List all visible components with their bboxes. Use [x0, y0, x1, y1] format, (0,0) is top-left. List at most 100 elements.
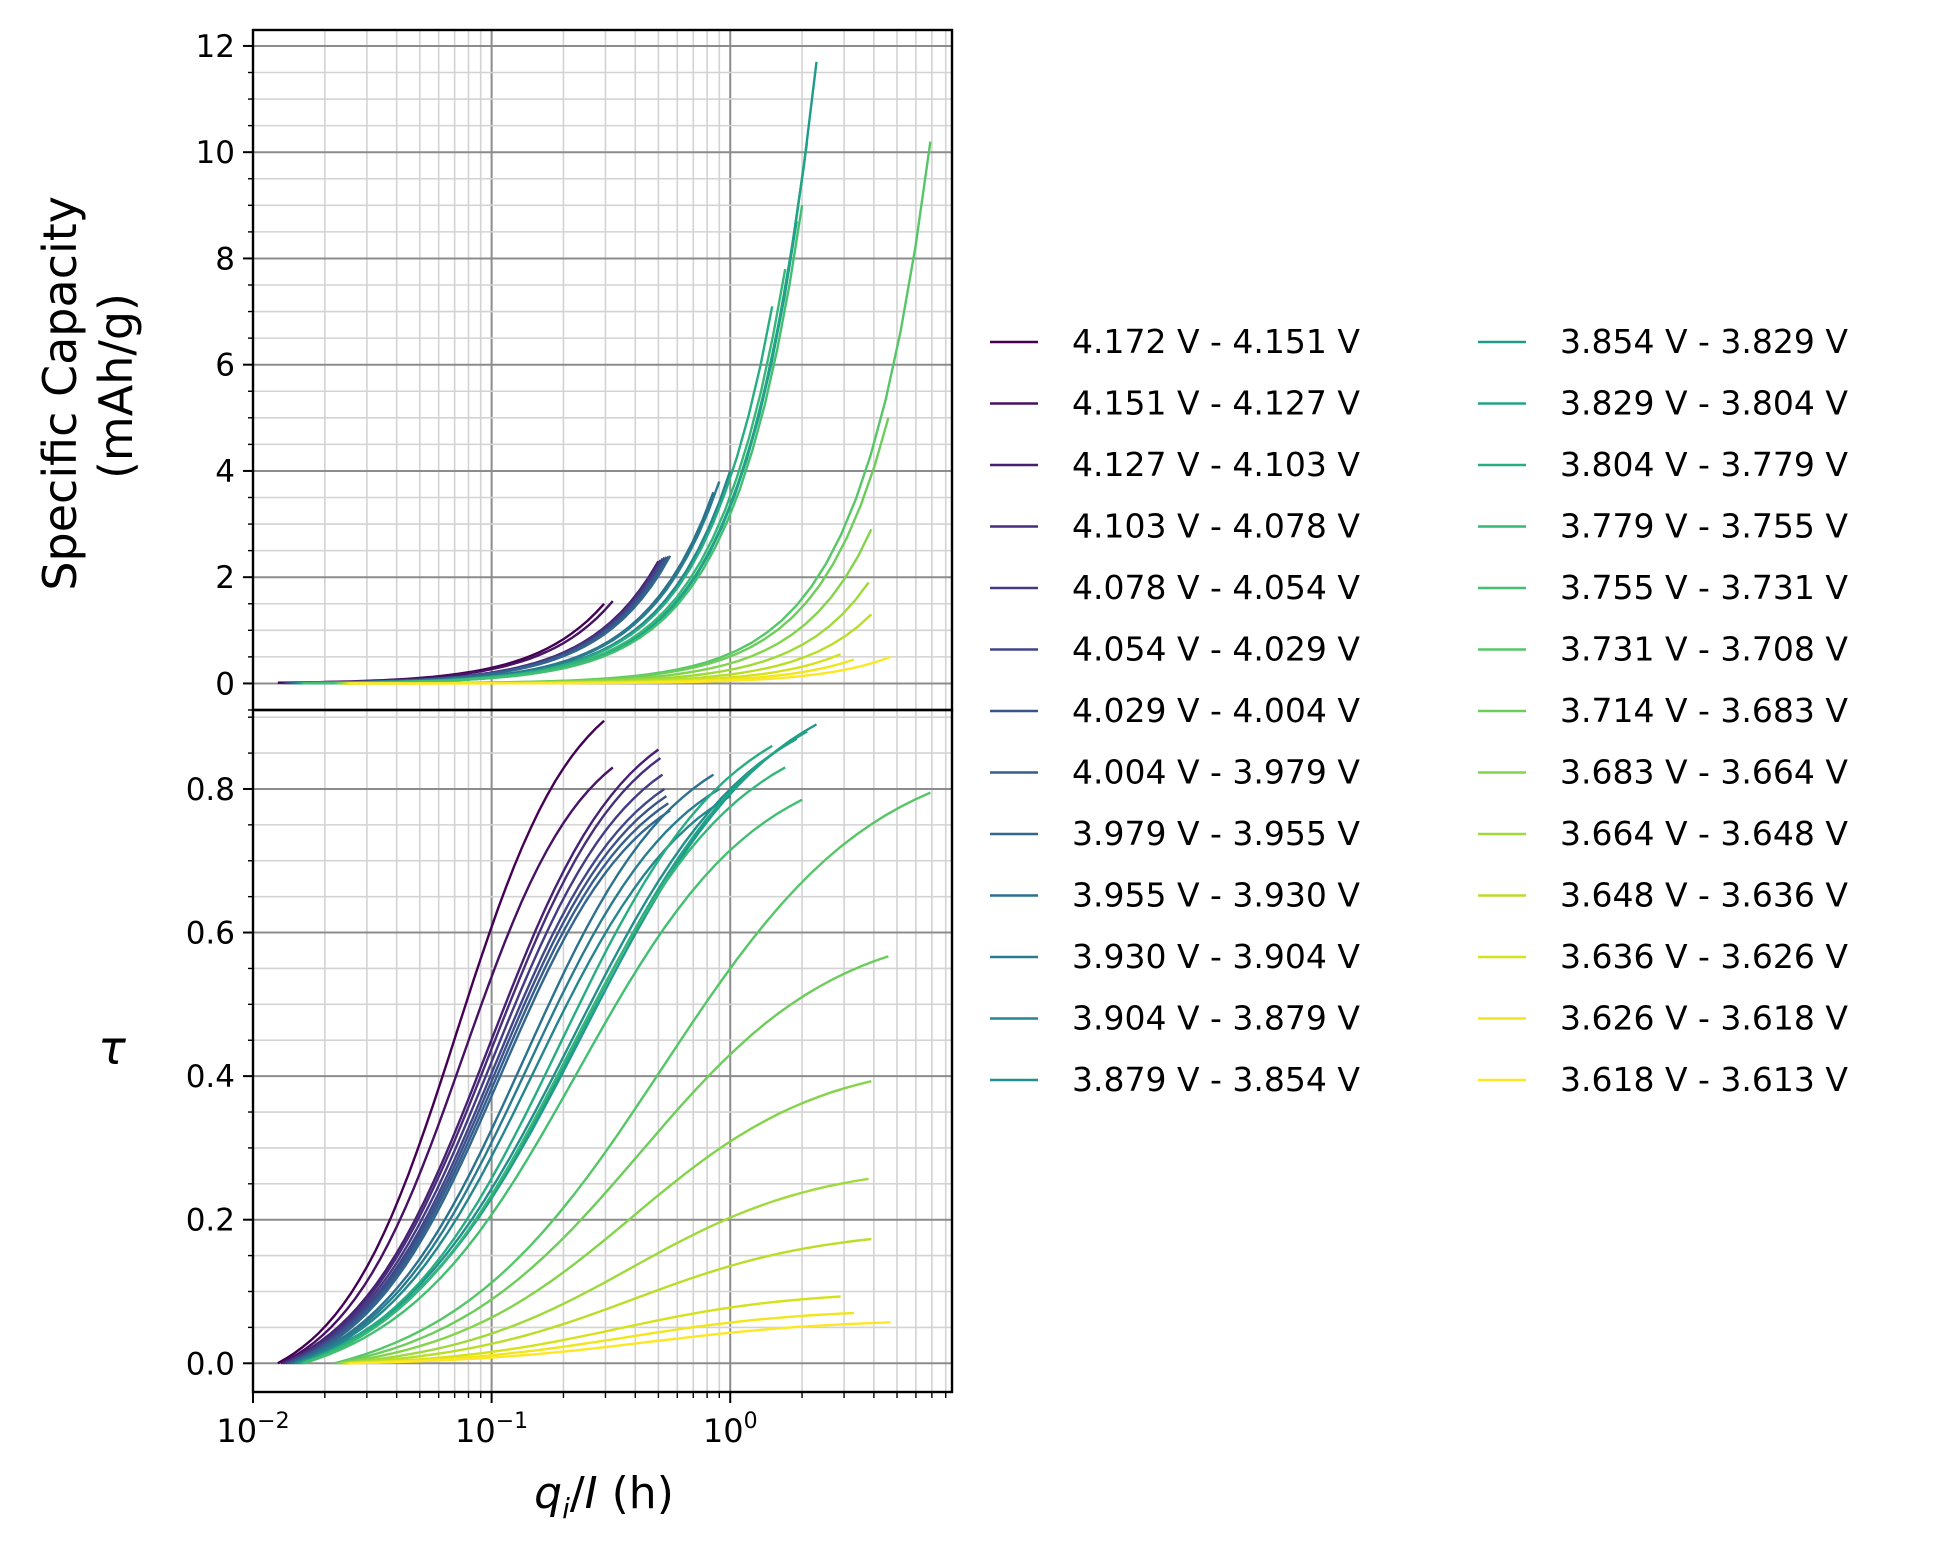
capacity-y-tick-label: 6	[215, 348, 235, 384]
tau-series-line-9	[292, 773, 715, 1365]
tau-series-line-4	[285, 773, 664, 1365]
legend-label: 3.979 V - 3.955 V	[1072, 814, 1360, 853]
tau-series-line-16	[301, 766, 786, 1365]
tau-y-tick-label: 0.0	[186, 1346, 235, 1382]
legend-label: 3.648 V - 3.636 V	[1560, 876, 1848, 915]
capacity-y-ticks: 0 2 4 6 8 10 12	[196, 29, 253, 711]
legend-label: 3.636 V - 3.626 V	[1560, 937, 1848, 976]
legend-label: 4.029 V - 4.004 V	[1072, 691, 1360, 730]
tau-y-tick-label: 0.2	[186, 1203, 235, 1239]
legend-item: 3.648 V - 3.636 V	[1478, 876, 1848, 915]
x-ticks: 10−2 10−1 100	[216, 1392, 947, 1450]
legend-label: 3.829 V - 3.804 V	[1560, 384, 1848, 423]
legend-item: 4.127 V - 4.103 V	[990, 445, 1360, 484]
tau-series-line-22	[343, 1237, 872, 1365]
tau-y-label: τ	[98, 1021, 126, 1075]
tau-series-line-23	[345, 1295, 841, 1365]
legend-item: 4.029 V - 4.004 V	[990, 691, 1360, 730]
capacity-y-tick-label: 10	[196, 135, 235, 171]
legend-item: 4.054 V - 4.029 V	[990, 630, 1360, 669]
legend-item: 4.078 V - 4.054 V	[990, 568, 1360, 607]
legend-label: 4.054 V - 4.029 V	[1072, 630, 1360, 669]
legend-item: 3.731 V - 3.708 V	[1478, 630, 1848, 669]
legend-label: 3.930 V - 3.904 V	[1072, 937, 1360, 976]
legend-label: 3.731 V - 3.708 V	[1560, 630, 1848, 669]
tau-y-tick-label: 0.8	[186, 772, 235, 808]
tau-y-tick-label: 0.4	[186, 1059, 235, 1095]
legend-label: 3.779 V - 3.755 V	[1560, 507, 1848, 546]
x-tick-label: 100	[703, 1409, 758, 1450]
legend-item: 3.683 V - 3.664 V	[1478, 753, 1848, 792]
legend-label: 4.172 V - 4.151 V	[1072, 322, 1360, 361]
tau-series-line-21	[341, 1177, 869, 1365]
legend-label: 3.714 V - 3.683 V	[1560, 691, 1848, 730]
tau-panel-lines	[277, 719, 931, 1365]
tau-y-tick-label: 0.6	[186, 916, 235, 952]
tau-axes-frame	[251, 708, 954, 1394]
tau-series-line-10	[293, 787, 720, 1365]
legend-item: 3.755 V - 3.731 V	[1478, 568, 1848, 607]
capacity-panel-lines	[277, 61, 932, 685]
tau-series-line-25	[349, 1321, 891, 1365]
legend-item: 3.618 V - 3.613 V	[1478, 1060, 1848, 1099]
legend-label: 4.103 V - 4.078 V	[1072, 507, 1360, 546]
tau-panel-grid	[252, 710, 952, 1392]
capacity-series-line-25	[350, 655, 891, 685]
tau-series-line-20	[339, 1080, 872, 1365]
tau-series-line-1	[280, 766, 614, 1365]
legend-item: 3.626 V - 3.618 V	[1478, 999, 1848, 1038]
axes-frames	[251, 28, 954, 1394]
tau-series-line-7	[289, 802, 669, 1365]
tau-series-line-19	[336, 955, 889, 1365]
legend-item: 3.714 V - 3.683 V	[1478, 691, 1848, 730]
legend-item: 4.004 V - 3.979 V	[990, 753, 1360, 792]
legend-item: 4.172 V - 4.151 V	[990, 322, 1360, 361]
legend-label: 4.004 V - 3.979 V	[1072, 753, 1360, 792]
legend-label: 3.955 V - 3.930 V	[1072, 876, 1360, 915]
capacity-y-tick-label: 2	[215, 560, 235, 596]
capacity-y-label-line2: (mAh/g)	[89, 293, 143, 479]
legend-item: 3.779 V - 3.755 V	[1478, 507, 1848, 546]
x-tick-label: 10−2	[216, 1409, 289, 1450]
tau-series-line-0	[277, 719, 605, 1365]
legend: 4.172 V - 4.151 V 4.151 V - 4.127 V 4.127 …	[990, 322, 1848, 1099]
legend-label: 3.854 V - 3.829 V	[1560, 322, 1848, 361]
legend-label: 3.804 V - 3.779 V	[1560, 445, 1848, 484]
tau-series-line-3	[283, 757, 662, 1365]
legend-item: 3.979 V - 3.955 V	[990, 814, 1360, 853]
tau-series-line-11	[295, 795, 731, 1365]
tau-series-line-2	[282, 748, 660, 1365]
x-axis-label: qi/I (h)	[534, 1468, 674, 1525]
legend-item: 3.955 V - 3.930 V	[990, 876, 1360, 915]
legend-label: 4.151 V - 4.127 V	[1072, 384, 1360, 423]
x-tick-label: 10−1	[455, 1409, 528, 1450]
legend-item: 3.904 V - 3.879 V	[990, 999, 1360, 1038]
tau-series-line-17	[303, 798, 803, 1365]
legend-item: 3.854 V - 3.829 V	[1478, 322, 1848, 361]
legend-label: 3.664 V - 3.648 V	[1560, 814, 1848, 853]
legend-item: 4.103 V - 4.078 V	[990, 507, 1360, 546]
legend-item: 3.664 V - 3.648 V	[1478, 814, 1848, 853]
legend-label: 3.904 V - 3.879 V	[1072, 999, 1360, 1038]
tau-series-line-8	[291, 809, 671, 1365]
tau-series-line-6	[288, 795, 668, 1365]
capacity-y-tick-label: 0	[215, 666, 235, 702]
legend-item: 3.804 V - 3.779 V	[1478, 445, 1848, 484]
legend-label: 4.078 V - 4.054 V	[1072, 568, 1360, 607]
legend-label: 3.683 V - 3.664 V	[1560, 753, 1848, 792]
legend-label: 3.618 V - 3.613 V	[1560, 1060, 1848, 1099]
legend-label: 4.127 V - 4.103 V	[1072, 445, 1360, 484]
capacity-y-tick-label: 4	[215, 454, 235, 490]
legend-label: 3.879 V - 3.854 V	[1072, 1060, 1360, 1099]
tau-series-line-18	[334, 791, 931, 1365]
tau-y-ticks: 0.0 0.2 0.4 0.6 0.8	[186, 716, 253, 1382]
tau-series-line-14	[299, 730, 808, 1365]
legend-label: 3.626 V - 3.618 V	[1560, 999, 1848, 1038]
capacity-y-label: Specific Capacity (mAh/g)	[33, 181, 143, 590]
capacity-y-tick-label: 12	[196, 29, 235, 65]
legend-item: 3.829 V - 3.804 V	[1478, 384, 1848, 423]
legend-item: 4.151 V - 4.127 V	[990, 384, 1360, 423]
legend-item: 3.636 V - 3.626 V	[1478, 937, 1848, 976]
capacity-y-label-line1: Specific Capacity	[33, 196, 87, 591]
